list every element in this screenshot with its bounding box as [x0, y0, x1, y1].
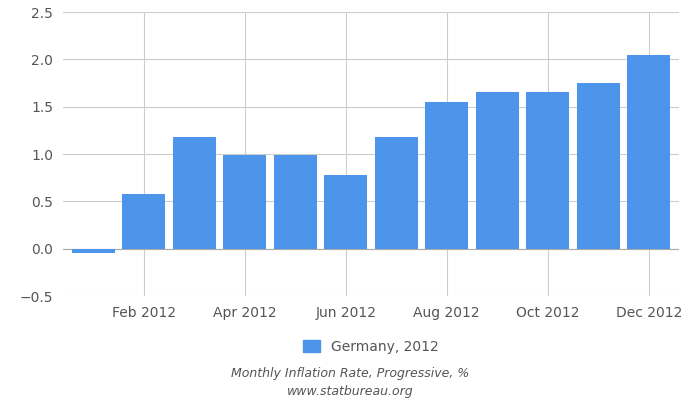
- Bar: [426, 102, 468, 249]
- Bar: [577, 83, 620, 249]
- Bar: [526, 92, 569, 249]
- Bar: [627, 55, 670, 249]
- Bar: [274, 155, 316, 249]
- Legend: Germany, 2012: Germany, 2012: [303, 340, 439, 354]
- Bar: [173, 137, 216, 249]
- Bar: [122, 194, 165, 249]
- Bar: [374, 137, 418, 249]
- Bar: [324, 175, 368, 249]
- Bar: [476, 92, 519, 249]
- Text: www.statbureau.org: www.statbureau.org: [287, 386, 413, 398]
- Text: Monthly Inflation Rate, Progressive, %: Monthly Inflation Rate, Progressive, %: [231, 368, 469, 380]
- Bar: [223, 155, 266, 249]
- Bar: [72, 249, 115, 254]
